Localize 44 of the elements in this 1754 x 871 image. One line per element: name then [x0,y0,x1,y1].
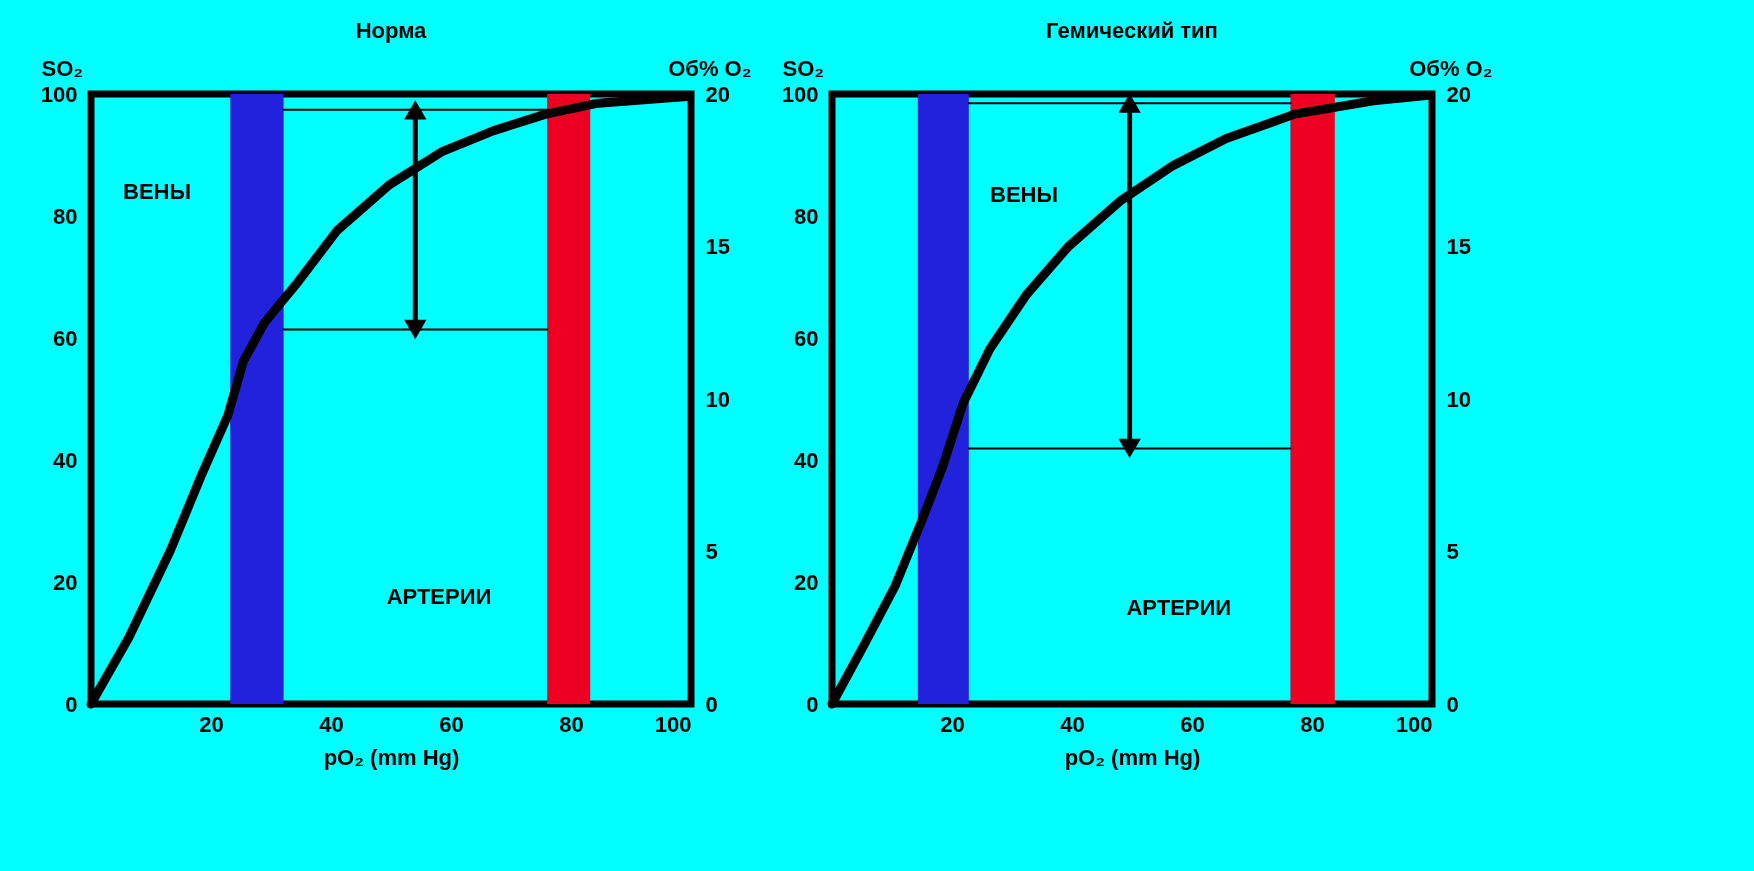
y-tick-label: 80 [53,203,78,229]
y-tick-label: 40 [53,447,78,473]
y-axis-title: SO₂ [782,55,825,81]
annotation: ВЕНЫ [990,182,1058,208]
y-tick-label: 80 [794,203,819,229]
x-tick-label: 60 [1180,711,1205,737]
x-tick-label: 60 [439,711,464,737]
annotation: АРТЕРИИ [386,584,492,610]
annotation: АРТЕРИИ [1126,594,1232,620]
y2-tick-label: 5 [1446,539,1459,564]
y-tick-label: 20 [794,569,819,595]
y-tick-label: 60 [53,325,78,351]
x-tick-label: 100 [654,711,692,737]
y-tick-label: 100 [40,81,78,107]
y2-tick-label: 15 [705,234,730,259]
y2-tick-label: 10 [1446,386,1471,412]
y-tick-label: 40 [794,447,819,473]
x-axis-title: pO₂ (mm Hg) [1064,744,1201,770]
y2-tick-label: 0 [705,691,718,717]
y-tick-label: 20 [53,569,78,595]
y2-tick-label: 15 [1446,234,1471,259]
y2-tick-label: 0 [1446,691,1459,717]
annotation: ВЕНЫ [123,178,191,204]
x-tick-label: 20 [199,711,224,737]
x-axis-title: pO₂ (mm Hg) [323,744,460,770]
x-tick-label: 20 [940,711,965,737]
y-tick-label: 100 [781,81,819,107]
y2-tick-label: 20 [705,81,730,107]
x-tick-label: 80 [1300,711,1325,737]
y-tick-label: 0 [806,691,819,717]
y-tick-label: 0 [65,691,78,717]
y2-tick-label: 5 [705,539,718,564]
y-tick-label: 60 [794,325,819,351]
y2-axis-title: Об% O₂ [1409,55,1493,81]
y2-tick-label: 10 [705,386,730,412]
chart-title: Гемический тип [1046,18,1218,43]
y2-axis-title: Об% O₂ [668,55,752,81]
x-tick-label: 80 [559,711,584,737]
x-tick-label: 100 [1395,711,1433,737]
x-tick-label: 40 [319,711,344,737]
y2-tick-label: 20 [1446,81,1471,107]
y-axis-title: SO₂ [41,55,84,81]
chart-title: Норма [355,18,428,43]
x-tick-label: 40 [1060,711,1085,737]
